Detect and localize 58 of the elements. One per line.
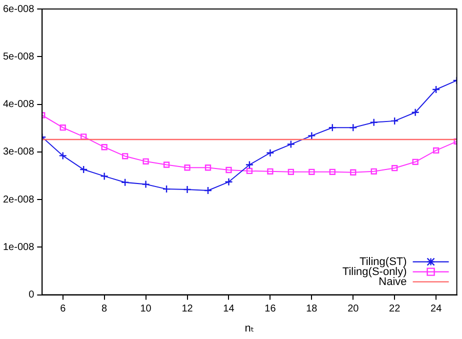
point — [226, 166, 232, 174]
point — [60, 124, 66, 131]
point — [204, 164, 212, 171]
point — [204, 186, 212, 195]
y-tick-label: 3e-008 — [2, 146, 35, 158]
point — [266, 148, 274, 157]
point — [120, 178, 130, 186]
point — [58, 152, 67, 160]
y-tick-label: 6e-008 — [2, 4, 35, 15]
y-tick-label: 2e-008 — [2, 194, 35, 206]
point — [224, 178, 233, 186]
point — [370, 168, 377, 175]
point — [245, 160, 254, 169]
point — [101, 144, 108, 150]
point — [308, 132, 316, 140]
point — [329, 168, 336, 175]
x-tick-label: 14 — [223, 304, 235, 315]
y-tick-label: 5e-008 — [2, 51, 35, 62]
point — [370, 118, 378, 126]
point — [432, 147, 440, 154]
y-tick-label: 1e-008 — [2, 242, 35, 253]
point — [411, 108, 420, 116]
point — [267, 168, 274, 175]
point — [288, 168, 294, 175]
point — [390, 116, 399, 126]
point — [350, 169, 356, 176]
point — [142, 180, 150, 188]
point — [328, 124, 336, 132]
point — [349, 124, 358, 132]
point — [183, 185, 192, 194]
point — [286, 140, 296, 148]
point — [163, 162, 170, 168]
x-axis-title: nₜ — [244, 322, 254, 334]
legend-label: Tiling(ST) — [360, 256, 407, 268]
point — [246, 168, 253, 174]
point — [80, 165, 88, 174]
y-tick-label: 4e-008 — [2, 99, 35, 110]
x-tick-label: 8 — [102, 304, 108, 315]
x-tick-label: 16 — [264, 304, 276, 315]
x-tick-label: 20 — [348, 304, 360, 315]
legend-label: Tiling(S-only) — [342, 266, 407, 278]
point — [184, 164, 190, 171]
point — [162, 184, 171, 194]
point — [432, 85, 440, 94]
x-tick-label: 22 — [389, 304, 401, 315]
x-tick-label: 6 — [60, 304, 66, 315]
point — [392, 165, 398, 172]
point — [308, 168, 315, 175]
legend-label: Naive — [378, 276, 407, 288]
point — [100, 172, 108, 180]
x-tick-label: 12 — [182, 304, 194, 315]
x-tick-label: 18 — [306, 304, 318, 315]
point — [412, 158, 418, 165]
x-tick-label: 24 — [430, 304, 442, 315]
x-tick-label: 10 — [140, 304, 152, 315]
y-tick-label: 0 — [28, 290, 35, 301]
point — [122, 153, 128, 160]
point — [142, 158, 149, 164]
